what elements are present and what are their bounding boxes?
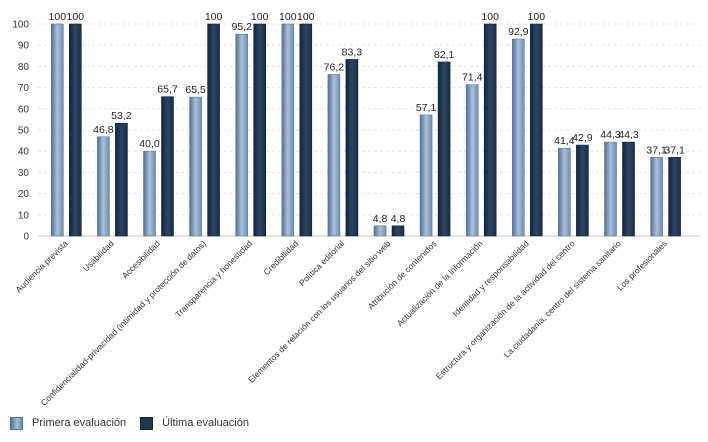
data-label-ultima: 42,9 — [572, 132, 593, 144]
y-tick-label: 100 — [12, 20, 29, 31]
data-label-primera: 71,4 — [462, 72, 483, 84]
bar-ultima[interactable] — [161, 96, 174, 237]
data-label-primera: 57,1 — [416, 102, 437, 114]
legend-label-ultima: Última evaluación — [162, 417, 249, 429]
data-label-ultima: 83,3 — [342, 46, 363, 58]
data-label-primera: 100 — [279, 11, 297, 23]
data-label-ultima: 100 — [528, 11, 546, 23]
legend-item-primera[interactable]: Primera evaluación — [10, 416, 127, 430]
bar-primera[interactable] — [281, 23, 295, 237]
bar-primera[interactable] — [189, 96, 202, 237]
x-tick-label: Transparencia y honestidad — [173, 238, 254, 319]
y-tick-label: 80 — [18, 62, 30, 73]
data-label-ultima: 100 — [481, 11, 499, 23]
data-label-ultima: 65,7 — [157, 84, 178, 96]
x-tick-label: Identidad y responsabilidad — [450, 238, 530, 318]
data-label-ultima: 37,1 — [664, 144, 685, 156]
bar-primera[interactable] — [465, 84, 479, 237]
bar-ultima[interactable] — [576, 144, 589, 237]
data-label-primera: 40,0 — [139, 138, 160, 150]
bar-ultima[interactable] — [622, 141, 635, 237]
bar-ultima[interactable] — [391, 225, 405, 237]
y-axis-ticks: 0 10 20 30 40 50 60 70 80 90 100 — [12, 20, 29, 243]
x-tick-label: Confidencialidad-privacidad (intimidad y… — [39, 238, 209, 408]
bar-ultima[interactable] — [345, 59, 359, 237]
bar-primera[interactable] — [650, 157, 663, 237]
y-tick-label: 40 — [18, 147, 30, 158]
bar-ultima[interactable] — [299, 23, 313, 237]
data-label-ultima: 100 — [297, 11, 315, 23]
x-axis-labels: Audiencia prevista Usabilidad Accesibilida… — [14, 238, 669, 408]
y-tick-label: 10 — [18, 210, 30, 221]
bar-ultima[interactable] — [253, 23, 266, 237]
x-tick-label: Usabilidad — [81, 238, 116, 273]
data-label-ultima: 44,3 — [618, 129, 639, 141]
bar-ultima[interactable] — [437, 61, 451, 237]
x-tick-label: Accesibilidad — [120, 238, 162, 280]
y-tick-label: 0 — [23, 232, 29, 243]
data-label-primera: 44,3 — [600, 129, 621, 141]
data-label-ultima: 53,2 — [111, 110, 132, 122]
bar-ultima[interactable] — [668, 157, 681, 237]
y-tick-label: 90 — [18, 41, 30, 52]
y-tick-label: 50 — [18, 126, 30, 137]
bar-ultima[interactable] — [69, 23, 82, 237]
data-label-ultima: 100 — [67, 11, 85, 23]
legend-swatch-ultima — [140, 416, 154, 430]
data-label-primera: 95,2 — [231, 21, 252, 33]
x-tick-label: Los profesionales — [615, 238, 669, 292]
bar-ultima[interactable] — [207, 23, 220, 237]
legend-item-ultima[interactable]: Última evaluación — [140, 416, 249, 430]
legend-swatch-primera — [10, 416, 23, 430]
x-tick-label: Política editorial — [297, 238, 347, 288]
x-tick-label: Audiencia prevista — [14, 238, 70, 294]
bar-primera[interactable] — [511, 38, 525, 237]
data-label-ultima: 82,1 — [434, 49, 455, 61]
data-label-primera: 65,5 — [185, 84, 206, 96]
data-label-primera: 46,8 — [93, 124, 114, 136]
bar-primera[interactable] — [327, 74, 341, 237]
legend: Primera evaluación Última evaluación — [10, 415, 263, 431]
legend-label-primera: Primera evaluación — [32, 417, 127, 429]
data-label-primera: 37,1 — [646, 144, 667, 156]
x-tick-label: Credibilidad — [261, 238, 300, 277]
data-label-primera: 4,8 — [373, 213, 388, 225]
y-tick-label: 20 — [18, 189, 30, 200]
data-label-primera: 41,4 — [554, 135, 575, 147]
data-label-ultima: 4,8 — [391, 213, 406, 225]
bar-primera[interactable] — [50, 23, 64, 237]
bar-primera[interactable] — [604, 141, 617, 237]
bar-primera[interactable] — [235, 33, 248, 237]
x-tick-label: Actualización de la información — [395, 238, 485, 328]
y-tick-label: 30 — [18, 168, 30, 179]
bar-primera[interactable] — [558, 147, 571, 237]
data-label-ultima: 100 — [205, 11, 223, 23]
bars — [50, 23, 681, 237]
bar-ultima[interactable] — [115, 122, 128, 237]
data-label-primera: 92,9 — [508, 26, 529, 38]
bar-ultima[interactable] — [483, 23, 497, 237]
bar-primera[interactable] — [97, 136, 110, 237]
bar-primera[interactable] — [143, 150, 156, 237]
data-label-ultima: 100 — [251, 11, 269, 23]
y-tick-label: 60 — [18, 104, 30, 115]
data-label-primera: 100 — [49, 11, 67, 23]
y-tick-label: 70 — [18, 83, 30, 94]
bar-primera[interactable] — [419, 114, 433, 237]
bar-primera[interactable] — [373, 225, 387, 237]
data-label-primera: 76,2 — [324, 61, 345, 73]
bar-ultima[interactable] — [529, 23, 543, 237]
